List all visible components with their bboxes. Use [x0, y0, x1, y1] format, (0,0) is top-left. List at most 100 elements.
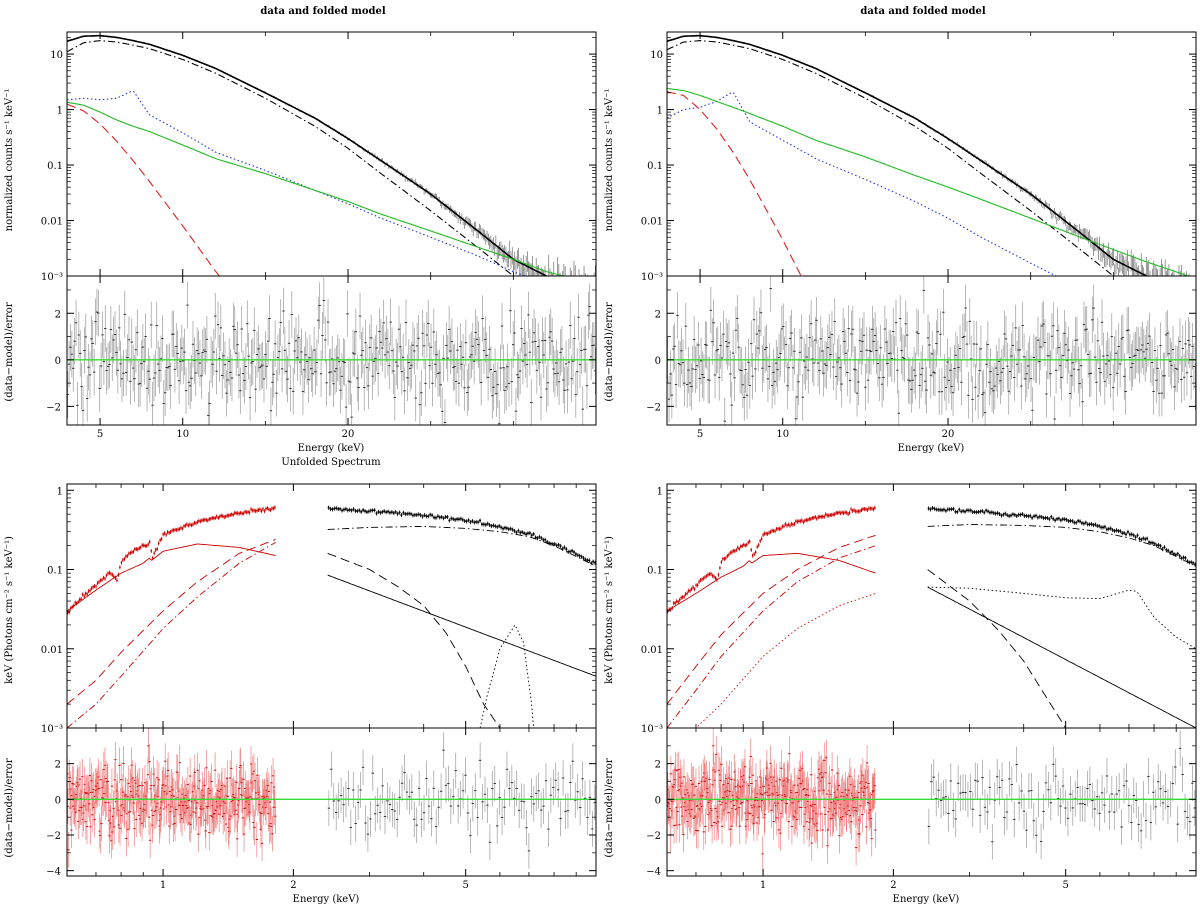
series-line: [67, 34, 549, 276]
series-line: [667, 40, 1115, 276]
series-line: [67, 90, 526, 276]
y-tick-label: −2: [46, 402, 61, 413]
y-tick-label: 0: [55, 795, 61, 806]
x-tick-label: 20: [342, 429, 355, 440]
bottom-frame: [66, 727, 597, 877]
y-tick-label: 2: [55, 309, 61, 320]
panel-title: data and folded model: [860, 6, 985, 17]
series-line: [667, 87, 1191, 276]
residual-points: [67, 728, 277, 868]
panel-bottom-right: keV (Photons cm⁻² s⁻¹ keV⁻¹) (data−model…: [604, 483, 1197, 905]
y-tick-label: 10: [50, 50, 63, 61]
y-tick-label: 0: [55, 356, 61, 367]
residual-plot-area: [667, 728, 1196, 872]
top-plot-area: [667, 505, 1196, 728]
x-tick-label: 10: [776, 429, 789, 440]
series-line: [667, 552, 876, 612]
top-frame: [66, 31, 597, 277]
panel-title: data and folded model: [260, 6, 385, 17]
series-line: [327, 552, 501, 728]
y-tick-label: 10: [650, 50, 663, 61]
bottom-frame: [666, 275, 1197, 426]
series-line: [927, 586, 1196, 728]
x-tick-label: 1: [160, 880, 166, 891]
x-tick-label: 5: [462, 880, 468, 891]
series-line: [927, 524, 1196, 567]
top-frame: [666, 31, 1197, 277]
y-tick-label: 2: [655, 309, 661, 320]
series-line: [67, 538, 276, 705]
series-line: [479, 624, 535, 728]
top-plot-area: [67, 505, 596, 728]
top-ylabel: keV (Photons cm⁻² s⁻¹ keV⁻¹): [604, 536, 615, 684]
series-line: [667, 545, 876, 728]
panel-top-right: data and folded model normalized counts …: [604, 6, 1197, 454]
y-tick-label: 1: [57, 486, 63, 497]
series-line: [667, 534, 876, 705]
residual-plot-area: [67, 728, 596, 869]
x-axis-label: Energy (keV): [898, 443, 965, 454]
series-line: [327, 525, 596, 567]
y-tick-label: 0.1: [647, 161, 663, 172]
x-tick-label: 20: [942, 429, 955, 440]
top-plot-area: [67, 34, 596, 276]
data-steps: [927, 505, 1196, 567]
y-tick-label: 0: [655, 356, 661, 367]
x-axis-label: Energy (keV): [293, 894, 360, 905]
y-tick-label: −2: [46, 831, 61, 842]
series-line: [67, 40, 515, 276]
y-tick-label: 0.1: [47, 161, 63, 172]
panel-title: Unfolded Spectrum: [281, 457, 381, 468]
residual-plot-area: [667, 276, 1196, 425]
y-tick-label: −4: [46, 867, 61, 878]
y-tick-label: 0.01: [41, 645, 63, 656]
panel-bottom-left: Unfolded Spectrum keV (Photons cm⁻² s⁻¹ …: [4, 457, 597, 905]
series-line: [695, 592, 876, 728]
y-tick-label: 1: [657, 106, 663, 117]
x-axis-label: Energy (keV): [893, 894, 960, 905]
y-tick-label: 2: [55, 760, 61, 771]
y-tick-label: 10⁻³: [641, 272, 663, 283]
y-tick-label: 10⁻³: [41, 724, 63, 735]
x-tick-label: 10: [176, 429, 189, 440]
series-line: [67, 101, 566, 276]
bottom-ylabel: (data−model)/error: [4, 302, 15, 401]
residual-points: [667, 728, 877, 872]
series-line: [667, 34, 1149, 276]
series-line: [927, 586, 1196, 650]
x-tick-label: 2: [290, 880, 296, 891]
series-line: [67, 542, 276, 728]
series-line: [67, 543, 276, 612]
top-frame: [66, 483, 597, 729]
top-ylabel: normalized counts s⁻¹ keV⁻¹: [4, 89, 15, 232]
residual-points: [67, 277, 596, 425]
residual-points: [667, 276, 1196, 425]
y-tick-label: 0.01: [41, 217, 63, 228]
series-line: [67, 103, 221, 276]
bottom-ylabel: (data−model)/error: [604, 302, 615, 401]
series-line: [927, 569, 1067, 728]
bottom-ylabel: (data−model)/error: [604, 758, 615, 857]
top-plot-area: [667, 34, 1191, 276]
top-ylabel: keV (Photons cm⁻² s⁻¹ keV⁻¹): [4, 536, 15, 684]
y-tick-label: −2: [646, 402, 661, 413]
residual-points: [327, 732, 596, 869]
y-tick-label: 0.1: [47, 566, 63, 577]
data-points: [67, 34, 596, 276]
series-line: [327, 574, 596, 677]
x-tick-label: 5: [697, 429, 703, 440]
data-steps: [327, 505, 596, 566]
data-steps: [667, 505, 876, 614]
data-steps: [67, 505, 276, 615]
x-axis-label: Energy (keV): [298, 443, 365, 454]
y-tick-label: 1: [57, 106, 63, 117]
x-tick-label: 5: [97, 429, 103, 440]
top-ylabel: normalized counts s⁻¹ keV⁻¹: [604, 89, 615, 232]
y-tick-label: 0.01: [641, 217, 663, 228]
residual-plot-area: [67, 277, 596, 425]
bottom-frame: [66, 275, 597, 426]
bottom-ylabel: (data−model)/error: [4, 758, 15, 857]
y-tick-label: 10⁻³: [41, 272, 63, 283]
panel-top-left: data and folded model normalized counts …: [4, 6, 597, 454]
